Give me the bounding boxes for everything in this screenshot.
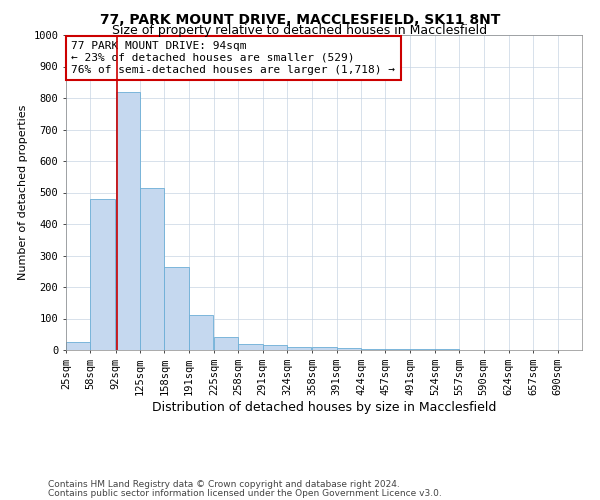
Text: Contains public sector information licensed under the Open Government Licence v3: Contains public sector information licen… bbox=[48, 488, 442, 498]
Text: 77 PARK MOUNT DRIVE: 94sqm
← 23% of detached houses are smaller (529)
76% of sem: 77 PARK MOUNT DRIVE: 94sqm ← 23% of deta… bbox=[71, 42, 395, 74]
Bar bbox=[385, 349, 410, 350]
Bar bbox=[189, 316, 213, 350]
Bar bbox=[337, 348, 361, 350]
Bar bbox=[361, 348, 385, 350]
Y-axis label: Number of detached properties: Number of detached properties bbox=[18, 105, 28, 280]
Bar bbox=[263, 346, 287, 350]
Bar bbox=[66, 342, 91, 350]
Bar bbox=[116, 92, 140, 350]
Bar bbox=[238, 344, 263, 350]
Bar bbox=[214, 338, 238, 350]
Bar bbox=[91, 199, 115, 350]
Bar bbox=[140, 188, 164, 350]
Text: 77, PARK MOUNT DRIVE, MACCLESFIELD, SK11 8NT: 77, PARK MOUNT DRIVE, MACCLESFIELD, SK11… bbox=[100, 12, 500, 26]
Text: Size of property relative to detached houses in Macclesfield: Size of property relative to detached ho… bbox=[112, 24, 488, 37]
Bar bbox=[164, 266, 189, 350]
Bar bbox=[312, 348, 337, 350]
X-axis label: Distribution of detached houses by size in Macclesfield: Distribution of detached houses by size … bbox=[152, 400, 496, 413]
Bar bbox=[287, 347, 311, 350]
Text: Contains HM Land Registry data © Crown copyright and database right 2024.: Contains HM Land Registry data © Crown c… bbox=[48, 480, 400, 489]
